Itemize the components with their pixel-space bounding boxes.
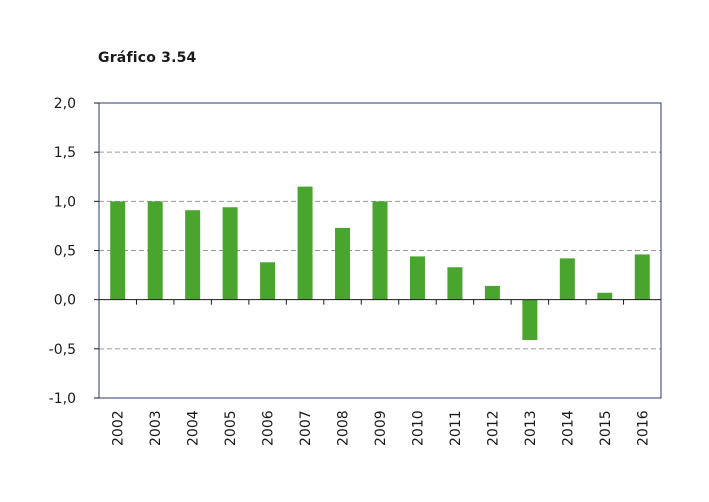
x-tick-label: 2009 <box>373 410 389 446</box>
y-tick-label: -0,5 <box>49 342 76 358</box>
bar-2010 <box>409 256 425 300</box>
x-tick-label: 2006 <box>261 410 277 446</box>
x-tick-label: 2004 <box>186 410 202 446</box>
bar-2011 <box>447 267 463 300</box>
bar-2008 <box>335 227 351 300</box>
bar-2005 <box>222 207 238 300</box>
x-tick-label: 2015 <box>598 410 614 446</box>
bar-2013 <box>522 299 538 340</box>
x-tick-label: 2005 <box>223 410 239 446</box>
x-tick-label: 2010 <box>410 410 426 446</box>
bar-2016 <box>634 254 650 300</box>
x-tick-label: 2002 <box>111 410 127 446</box>
y-tick-label: 0,0 <box>54 293 76 309</box>
y-tick-label: -1,0 <box>49 391 76 407</box>
chart-title: Gráfico 3.54 <box>98 50 197 66</box>
bar-2002 <box>110 201 126 300</box>
bar-2012 <box>484 285 500 300</box>
x-tick-label: 2011 <box>448 410 464 446</box>
y-tick-label: 1,5 <box>54 145 76 161</box>
bar-2003 <box>147 201 163 300</box>
y-tick-label: 1,0 <box>54 194 76 210</box>
x-tick-label: 2016 <box>635 410 651 446</box>
bar-2009 <box>372 201 388 300</box>
x-tick-label: 2007 <box>298 410 314 446</box>
x-tick-label: 2012 <box>485 410 501 446</box>
y-tick-label: 2,0 <box>54 96 76 112</box>
bar-2004 <box>185 210 201 300</box>
x-tick-label: 2008 <box>336 410 352 446</box>
x-tick-label: 2014 <box>560 410 576 446</box>
bar-2006 <box>260 262 276 300</box>
y-tick-label: 0,5 <box>54 244 76 260</box>
bar-2015 <box>597 292 613 300</box>
x-tick-label: 2003 <box>148 410 164 446</box>
bar-2007 <box>297 186 313 300</box>
bar-2014 <box>559 258 575 300</box>
x-tick-label: 2013 <box>523 410 539 446</box>
